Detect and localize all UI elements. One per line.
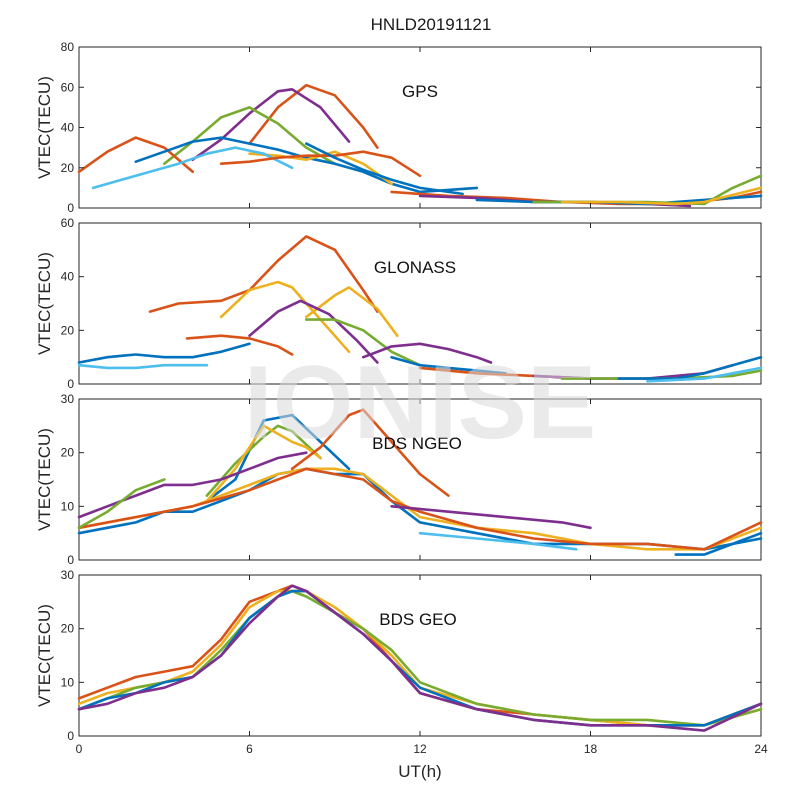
series-line-1 — [248, 83, 379, 149]
x-axis-label: UT(h) — [398, 762, 441, 781]
y-tick-label: 10 — [61, 499, 75, 513]
panel-4: 0 10 20 30 0 6 12 18 24 VTEC(TECU) BDS GEO — [35, 568, 768, 756]
panel-1: 0 20 40 60 80 VTEC(TECU) GPS — [35, 40, 763, 215]
series-line-14 — [617, 355, 763, 380]
series-group — [77, 408, 763, 556]
series-line-5 — [134, 136, 479, 194]
panel-2: 0 20 40 60 VTEC(TECU) GLONASS — [35, 216, 763, 391]
series-group — [77, 584, 763, 732]
series-line-9 — [361, 342, 493, 364]
series-line-5 — [304, 318, 422, 367]
series-line-2 — [191, 88, 351, 161]
series-line-10 — [390, 504, 592, 530]
series-line-3 — [304, 286, 399, 338]
series-line-4 — [77, 136, 194, 174]
x-tick-label: 6 — [246, 742, 253, 756]
series-line-6 — [77, 342, 251, 364]
y-tick-label: 40 — [61, 121, 75, 135]
y-tick-label: 20 — [61, 446, 75, 460]
series-line-8 — [77, 467, 763, 551]
y-tick-label: 40 — [61, 270, 75, 284]
y-tick-label: 30 — [61, 392, 75, 406]
series-line-8 — [185, 334, 294, 356]
x-tick-label: 12 — [413, 742, 427, 756]
series-line-9 — [77, 478, 166, 530]
y-tick-label: 0 — [67, 729, 74, 743]
series-line-4 — [290, 408, 450, 497]
series-line-4 — [248, 299, 379, 364]
series-group — [77, 235, 763, 383]
y-tick-label: 60 — [61, 80, 75, 94]
series-line-8 — [219, 150, 422, 178]
series-line-5 — [77, 584, 763, 732]
y-tick-label: 20 — [61, 161, 75, 175]
panel-label: GLONASS — [374, 258, 456, 277]
series-line-11 — [418, 531, 578, 551]
y-tick-label: 20 — [61, 622, 75, 636]
x-tick-label: 0 — [76, 742, 83, 756]
y-axis-label: VTEC(TECU) — [35, 252, 54, 355]
y-axis-label: VTEC(TECU) — [35, 604, 54, 707]
figure-title: HNLD20191121 — [371, 15, 492, 34]
series-line-1 — [148, 235, 379, 313]
series-line-3 — [205, 424, 322, 503]
y-tick-label: 30 — [61, 568, 75, 582]
series-line-15 — [645, 366, 763, 383]
y-tick-label: 20 — [61, 323, 75, 337]
y-axis-label: VTEC(TECU) — [35, 428, 54, 531]
panel-frame — [78, 574, 762, 737]
series-line-7 — [91, 146, 294, 190]
panel-label: BDS GEO — [379, 610, 456, 629]
y-tick-label: 0 — [67, 553, 74, 567]
series-line-1 — [205, 413, 351, 503]
x-tick-label: 24 — [754, 742, 768, 756]
y-tick-label: 0 — [67, 201, 74, 215]
series-line-14 — [560, 186, 763, 206]
panel-label: GPS — [402, 82, 438, 101]
y-tick-label: 80 — [61, 40, 75, 54]
y-tick-label: 60 — [61, 216, 75, 230]
panel-frame — [78, 46, 762, 209]
series-line-12 — [674, 531, 763, 556]
series-line-2 — [219, 280, 351, 354]
panel-label: BDS NGEO — [372, 434, 462, 453]
y-tick-label: 10 — [61, 675, 75, 689]
x-tick-label: 18 — [584, 742, 598, 756]
panel-3: 0 10 20 30 VTEC(TECU) BDS NGEO — [35, 392, 763, 567]
watermark: IONISE — [244, 345, 597, 461]
series-line-10 — [390, 355, 507, 375]
y-tick-label: 0 — [67, 377, 74, 391]
series-line-5 — [77, 451, 308, 519]
y-axis-label: VTEC(TECU) — [35, 76, 54, 179]
series-line-9 — [304, 142, 464, 196]
series-line-7 — [77, 363, 209, 370]
series-line-7 — [77, 467, 763, 551]
